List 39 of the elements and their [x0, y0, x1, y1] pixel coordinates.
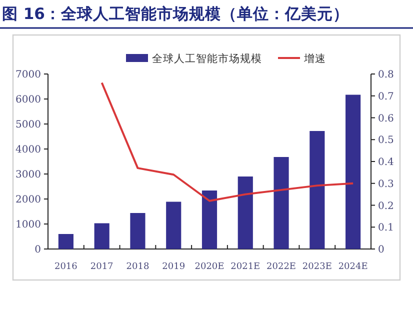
y-tick-label: 5000	[16, 120, 41, 130]
y2-tick-label: 0.1	[378, 222, 394, 234]
x-tick-label: 2016	[54, 262, 78, 272]
y2-tick-label: 0.7	[378, 91, 394, 102]
y-tick-label: 2000	[16, 194, 41, 206]
bar	[274, 157, 289, 249]
legend-label: 增速	[303, 52, 326, 65]
y-tick-label: 6000	[16, 94, 41, 106]
x-tick-label: 2019	[162, 262, 186, 272]
y2-tick-label: 0.3	[378, 178, 394, 190]
x-tick-label: 2023E	[302, 262, 332, 272]
y-tick-label: 0	[34, 244, 41, 256]
line-series	[100, 82, 354, 202]
y2-tick-label: 0.2	[378, 200, 394, 212]
x-tick-label: 2018	[126, 262, 150, 272]
bar	[346, 94, 361, 249]
y2-tick-label: 0	[378, 244, 384, 256]
x-tick-label: 2024E	[338, 262, 368, 272]
x-tick-label: 2022E	[266, 262, 296, 272]
bar	[202, 190, 218, 249]
y-tick-label: 7000	[16, 70, 41, 80]
y2-tick-label: 0.6	[378, 113, 394, 124]
bar	[166, 202, 182, 249]
y2-tick-label: 0.5	[378, 135, 394, 146]
bar	[94, 223, 110, 249]
x-tick-label: 2021E	[230, 262, 260, 272]
x-tick-label: 2020E	[194, 262, 224, 272]
y-tick-label: 3000	[16, 170, 41, 180]
y-tick-label: 1000	[16, 220, 41, 230]
y2-tick-label: 0.4	[378, 157, 394, 168]
bar	[58, 234, 74, 249]
y-tick-label: 4000	[16, 144, 41, 156]
x-tick-label: 2017	[90, 262, 114, 272]
chart-title: 图 16：全球人工智能市场规模（单位：亿美元）	[2, 4, 349, 23]
bar	[130, 213, 146, 249]
bar	[310, 131, 325, 249]
bar	[238, 176, 253, 249]
y2-tick-label: 0.8	[378, 70, 394, 80]
legend-label: 全球人工智能市场规模	[152, 52, 262, 65]
